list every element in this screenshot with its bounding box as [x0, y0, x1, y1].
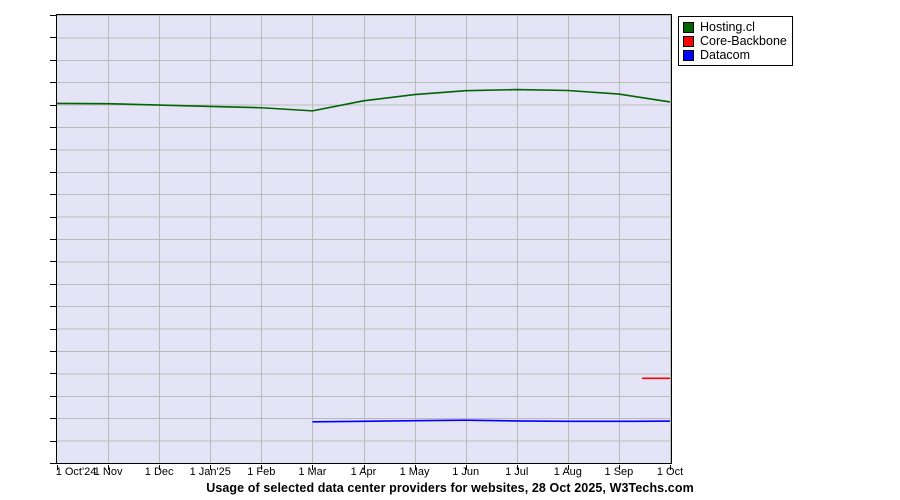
y-tick-mark: [50, 441, 56, 442]
x-tick-label: 1 Feb: [247, 466, 276, 478]
x-tick-label: 1 Sep: [604, 466, 634, 478]
square-swatch-red: [683, 35, 694, 47]
y-tick-mark: [50, 82, 56, 83]
x-tick-mark: [415, 465, 416, 470]
legend-label: Core-Backbone: [700, 34, 787, 48]
y-tick-mark: [50, 217, 56, 218]
x-tick-mark: [568, 465, 569, 470]
x-tick-label: 1 Nov: [93, 466, 123, 478]
x-tick-label: 1 Oct'24: [55, 466, 97, 478]
x-tick-mark: [261, 465, 262, 470]
x-tick-mark: [312, 465, 313, 470]
x-tick-mark: [159, 465, 160, 470]
y-tick-mark: [50, 396, 56, 397]
x-tick-mark: [108, 465, 109, 470]
x-tick-label: 1 May: [399, 466, 430, 478]
x-tick-label: 1 Jun: [452, 466, 480, 478]
x-tick-label: 1 Apr: [350, 466, 377, 478]
y-tick-mark: [50, 149, 56, 150]
y-tick-mark: [50, 172, 56, 173]
plot-area: [56, 14, 672, 464]
y-tick-mark: [50, 194, 56, 195]
square-swatch-green: [683, 21, 694, 33]
x-tick-mark: [57, 465, 58, 470]
legend-label: Hosting.cl: [700, 20, 755, 34]
y-tick-mark: [50, 60, 56, 61]
legend-label: Datacom: [700, 48, 751, 62]
x-tick-mark: [210, 465, 211, 470]
x-tick-label: 1 Aug: [553, 466, 582, 478]
x-tick-label: 1 Mar: [298, 466, 327, 478]
legend-item: Core-Backbone: [683, 34, 787, 48]
x-tick-mark: [364, 465, 365, 470]
x-tick-label: 1 Jul: [505, 466, 529, 478]
x-tick-label: 1 Oct: [656, 466, 684, 478]
y-tick-mark: [50, 373, 56, 374]
x-tick-label: 1 Dec: [144, 466, 174, 478]
chart-caption: Usage of selected data center providers …: [206, 481, 694, 495]
square-swatch-blue: [683, 49, 694, 61]
y-tick-mark: [50, 15, 56, 16]
x-tick-mark: [670, 465, 671, 470]
y-tick-mark: [50, 261, 56, 262]
y-tick-mark: [50, 418, 56, 419]
y-tick-mark: [50, 306, 56, 307]
y-tick-mark: [50, 127, 56, 128]
legend-item: Datacom: [683, 48, 787, 62]
y-tick-mark: [50, 239, 56, 240]
y-tick-mark: [50, 463, 56, 464]
y-tick-mark: [50, 37, 56, 38]
y-tick-mark: [50, 351, 56, 352]
x-tick-mark: [619, 465, 620, 470]
x-tick-mark: [466, 465, 467, 470]
series-lines: [57, 88, 671, 423]
chart-legend: Hosting.cl Core-Backbone Datacom: [678, 16, 793, 66]
y-tick-mark: [50, 105, 56, 106]
x-tick-mark: [517, 465, 518, 470]
y-tick-mark: [50, 329, 56, 330]
x-tick-label: 1 Jan'25: [189, 466, 231, 478]
legend-item: Hosting.cl: [683, 20, 787, 34]
y-tick-mark: [50, 284, 56, 285]
